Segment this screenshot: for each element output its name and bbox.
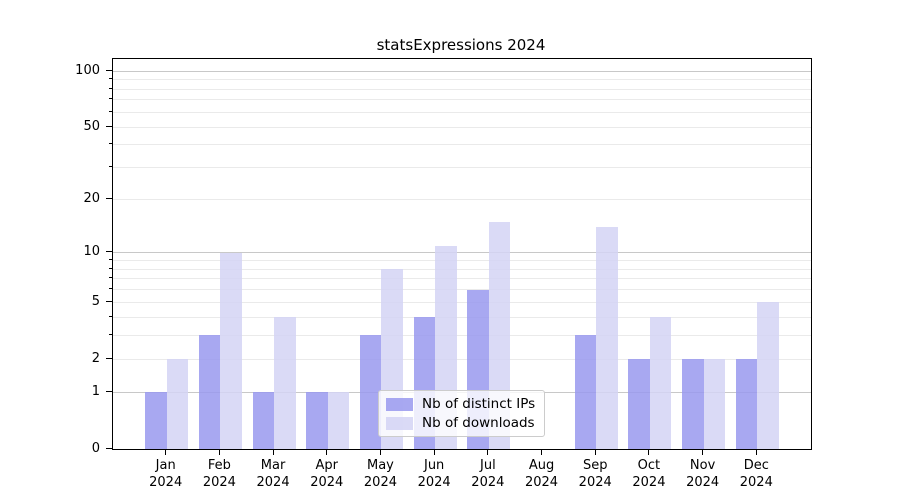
y-axis-tick-mark <box>106 447 112 449</box>
bar-distinct-ips <box>198 335 221 449</box>
y-axis-tick-label: 20 <box>83 191 100 207</box>
x-axis-tick-mark <box>487 449 489 455</box>
x-axis-tick-label: Mar 2024 <box>256 458 290 490</box>
y-axis-tick-label: 2 <box>91 350 100 366</box>
bar-downloads <box>166 359 189 449</box>
x-axis-tick-mark <box>165 449 167 455</box>
bar-distinct-ips <box>306 392 328 449</box>
chart-title: statsExpressions 2024 <box>376 36 546 54</box>
y-axis-tick-label: 0 <box>91 440 100 456</box>
minor-gridline <box>113 126 811 128</box>
bar-distinct-ips <box>359 335 382 449</box>
bar-distinct-ips <box>735 359 758 449</box>
x-axis-tick-label: Oct 2024 <box>632 458 666 490</box>
bar-distinct-ips <box>252 392 275 449</box>
minor-gridline <box>113 289 811 291</box>
y-axis-tick-mark <box>106 300 112 302</box>
legend-item: Nb of downloads <box>386 415 535 431</box>
minor-gridline <box>113 334 811 336</box>
minor-gridline <box>113 199 811 201</box>
x-axis-tick-mark <box>379 449 381 455</box>
x-axis-tick-mark <box>594 449 596 455</box>
bar-distinct-ips <box>574 335 597 449</box>
x-axis-tick-mark <box>433 449 435 455</box>
x-axis-tick-label: Dec 2024 <box>739 458 773 490</box>
x-axis-tick-label: Apr 2024 <box>310 458 344 490</box>
minor-gridline <box>113 99 811 101</box>
y-axis-minor-tick-mark <box>108 288 112 290</box>
minor-gridline <box>113 268 811 270</box>
y-axis-minor-tick-mark <box>108 78 112 80</box>
minor-gridline <box>113 259 811 261</box>
y-axis-tick-mark <box>106 198 112 200</box>
x-axis-tick-label: Jun 2024 <box>417 458 451 490</box>
x-axis-tick-mark <box>326 449 328 455</box>
legend-label: Nb of distinct IPs <box>422 396 536 412</box>
x-axis-tick-label: Aug 2024 <box>524 458 559 490</box>
y-axis-tick-label: 10 <box>83 244 100 260</box>
x-axis-tick-mark <box>702 449 704 455</box>
y-axis-minor-tick-mark <box>108 98 112 100</box>
major-gridline <box>113 252 811 254</box>
bar-downloads <box>703 359 726 449</box>
x-axis-tick-mark <box>272 449 274 455</box>
legend: Nb of distinct IPs Nb of downloads <box>378 390 546 437</box>
minor-gridline <box>113 79 811 81</box>
x-axis-tick-label: Sep 2024 <box>578 458 612 490</box>
x-axis-tick-label: Jul 2024 <box>471 458 505 490</box>
y-axis-minor-tick-mark <box>108 87 112 89</box>
bar-downloads <box>327 392 350 449</box>
y-axis-tick-mark <box>106 69 112 71</box>
bar-downloads <box>757 302 779 449</box>
legend-label: Nb of downloads <box>422 415 535 431</box>
y-axis-minor-tick-mark <box>108 166 112 168</box>
y-axis-tick-mark <box>106 251 112 253</box>
legend-swatch-distinct-ips <box>386 397 413 411</box>
bar-distinct-ips <box>682 359 704 449</box>
y-axis-minor-tick-mark <box>108 258 112 260</box>
y-axis-minor-tick-mark <box>108 110 112 112</box>
y-axis-minor-tick-mark <box>108 333 112 335</box>
y-axis-tick-mark <box>106 357 112 359</box>
legend-swatch-downloads <box>386 416 413 430</box>
y-axis-tick-label: 1 <box>91 383 100 399</box>
x-axis-tick-label: Nov 2024 <box>686 458 720 490</box>
minor-gridline <box>113 88 811 90</box>
minor-gridline <box>113 144 811 146</box>
minor-gridline <box>113 358 811 360</box>
legend-item: Nb of distinct IPs <box>386 396 535 412</box>
x-axis-tick-mark <box>755 449 757 455</box>
bar-distinct-ips <box>145 392 167 449</box>
bar-distinct-ips <box>628 359 650 449</box>
y-axis-minor-tick-mark <box>108 143 112 145</box>
minor-gridline <box>113 301 811 303</box>
y-axis-tick-label: 5 <box>91 293 100 309</box>
minor-gridline <box>113 316 811 318</box>
minor-gridline <box>113 167 811 169</box>
x-axis-tick-label: Feb 2024 <box>202 458 236 490</box>
y-axis-tick-label: 50 <box>83 118 100 134</box>
x-axis-tick-mark <box>218 449 220 455</box>
bar-downloads <box>596 227 618 449</box>
x-axis-tick-mark <box>648 449 650 455</box>
x-axis-tick-label: Jan 2024 <box>149 458 183 490</box>
y-axis-minor-tick-mark <box>108 277 112 279</box>
minor-gridline <box>113 278 811 280</box>
y-axis-minor-tick-mark <box>108 315 112 317</box>
bar-downloads <box>274 317 296 449</box>
x-axis-tick-mark <box>541 449 543 455</box>
minor-gridline <box>113 111 811 113</box>
y-axis-tick-mark <box>106 390 112 392</box>
bar-downloads <box>649 317 672 449</box>
y-axis-tick-label: 100 <box>75 62 100 78</box>
major-gridline <box>113 70 811 72</box>
bar-downloads <box>220 252 242 449</box>
x-axis-tick-label: May 2024 <box>363 458 397 490</box>
y-axis-tick-mark <box>106 125 112 127</box>
y-axis-minor-tick-mark <box>108 267 112 269</box>
